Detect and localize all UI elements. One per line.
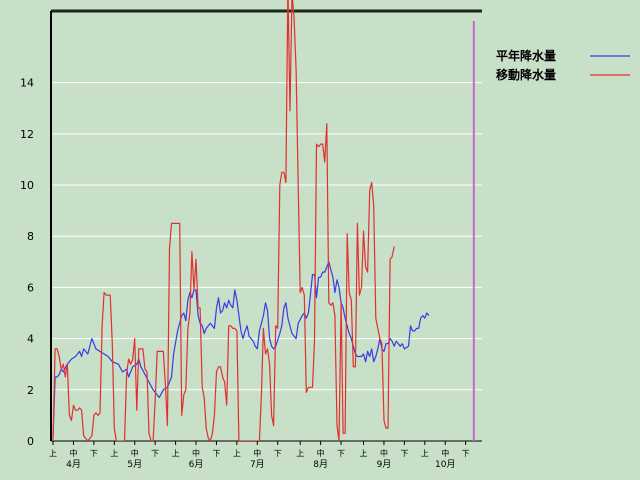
- x-tick-label: 上: [110, 449, 118, 458]
- x-tick-label: 下: [212, 449, 220, 458]
- x-tick-label: 上: [172, 449, 180, 458]
- month-label: 10月: [435, 459, 455, 470]
- x-tick-label: 下: [90, 449, 98, 458]
- y-tick-label: 2: [27, 384, 34, 397]
- x-tick-label: 中: [192, 448, 200, 458]
- x-tick-label: 中: [380, 448, 388, 458]
- legend-item-moving: 移動降水量: [496, 67, 630, 82]
- y-tick-label: 4: [27, 333, 34, 346]
- y-tick-label: 14: [20, 77, 34, 90]
- series-moving-precip-line: [52, 0, 395, 441]
- y-tick-label: 0: [27, 435, 34, 448]
- x-tick-label: 中: [253, 448, 261, 458]
- y-tick-label: 6: [27, 281, 34, 294]
- x-tick-label: 上: [421, 449, 429, 458]
- x-tick-label: 上: [360, 449, 368, 458]
- x-tick-label: 中: [317, 448, 325, 458]
- y-tick-label: 12: [20, 128, 34, 141]
- x-tick-label: 中: [131, 448, 139, 458]
- series-normal-precip-line: [52, 261, 430, 439]
- x-tick-label: 上: [233, 449, 241, 458]
- legend-item-normal: 平年降水量: [496, 48, 630, 63]
- y-tick-label: 8: [27, 230, 34, 243]
- x-tick-label: 下: [151, 449, 159, 458]
- x-tick-label: 下: [400, 449, 408, 458]
- legend-label: 平年降水量: [496, 48, 556, 63]
- x-tick-label: 上: [49, 449, 57, 458]
- month-label: 5月: [127, 459, 142, 470]
- legend-label: 移動降水量: [496, 67, 556, 82]
- month-label: 6月: [189, 459, 204, 470]
- y-tick-label: 10: [20, 179, 34, 192]
- tick-labels: 0 2 4 6 8 10 12 14 上 中 下 上 中 下 上 中 下 上 中 下 上 中 下 上 中 下 上 中 下 4月 5月 6月 7月…: [20, 77, 470, 470]
- month-label: 8月: [313, 459, 328, 470]
- x-tick-label: 下: [274, 449, 282, 458]
- x-tick-label: 中: [441, 448, 449, 458]
- x-tick-label: 下: [337, 449, 345, 458]
- month-label: 9月: [377, 459, 392, 470]
- x-tick-label: 上: [296, 449, 304, 458]
- month-label: 4月: [66, 459, 81, 470]
- axes: [50, 9, 482, 445]
- x-tick-label: 下: [462, 449, 470, 458]
- gridlines: [51, 82, 482, 391]
- series-lines: [52, 0, 430, 441]
- month-label: 7月: [250, 459, 265, 470]
- x-tick-label: 中: [69, 448, 77, 458]
